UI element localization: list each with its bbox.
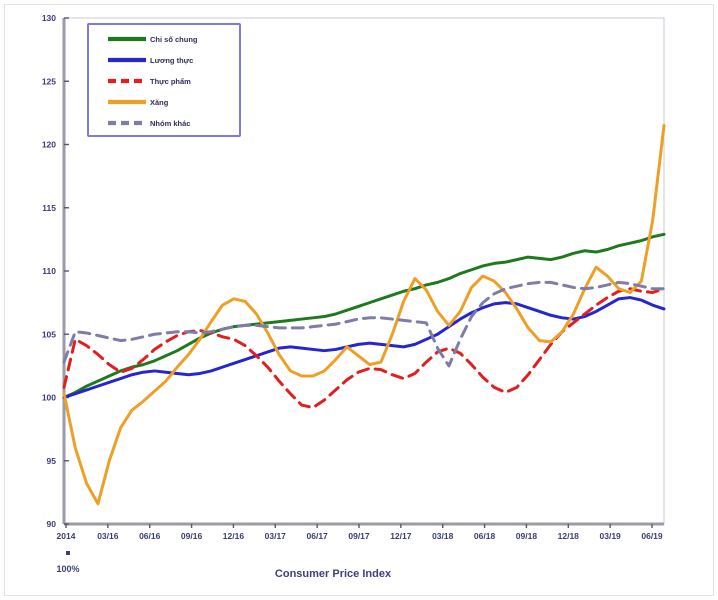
x-tick-label: 06/18 xyxy=(474,531,496,541)
x-tick-label: 03/19 xyxy=(600,531,622,541)
y-tick-label: 95 xyxy=(47,456,57,466)
x-tick-label: 09/18 xyxy=(516,531,538,541)
x-tick-label: 03/16 xyxy=(97,531,119,541)
base-marker xyxy=(66,551,70,555)
y-tick-label: 90 xyxy=(47,519,57,529)
x-tick-label: 09/17 xyxy=(348,531,370,541)
legend-label-2: Thực phẩm xyxy=(150,77,191,86)
y-tick-label: 120 xyxy=(42,140,56,150)
legend-label-0: Chi số chung xyxy=(150,35,198,44)
y-tick-label: 110 xyxy=(42,266,56,276)
base-annotation: 100% xyxy=(56,564,79,574)
x-tick-label: 12/18 xyxy=(558,531,580,541)
y-tick-label: 130 xyxy=(42,13,56,23)
y-tick-label: 105 xyxy=(42,329,56,339)
series-line-1 xyxy=(62,296,666,399)
series-line-4 xyxy=(62,280,666,368)
y-tick-label: 125 xyxy=(42,76,56,86)
x-tick-label: 06/19 xyxy=(641,531,663,541)
legend-label-3: Xăng xyxy=(150,98,169,107)
legend-label-1: Lương thực xyxy=(150,56,193,65)
y-tick-label: 115 xyxy=(42,203,56,213)
x-tick-label: 06/16 xyxy=(139,531,161,541)
legend-label-4: Nhóm khác xyxy=(150,119,190,128)
x-tick-label: 12/17 xyxy=(390,531,412,541)
series-line-3 xyxy=(62,124,666,506)
x-tick-label: 03/18 xyxy=(432,531,454,541)
y-tick-label: 100 xyxy=(42,393,56,403)
x-tick-label: 03/17 xyxy=(265,531,287,541)
x-tick-label: 09/16 xyxy=(181,531,203,541)
series-line-0 xyxy=(62,232,666,399)
x-tick-label: 06/17 xyxy=(307,531,329,541)
chart-caption: Consumer Price Index xyxy=(275,568,392,580)
legend-box xyxy=(87,23,241,137)
x-tick-label: 12/16 xyxy=(223,531,245,541)
x-tick-label: 2014 xyxy=(57,531,76,541)
